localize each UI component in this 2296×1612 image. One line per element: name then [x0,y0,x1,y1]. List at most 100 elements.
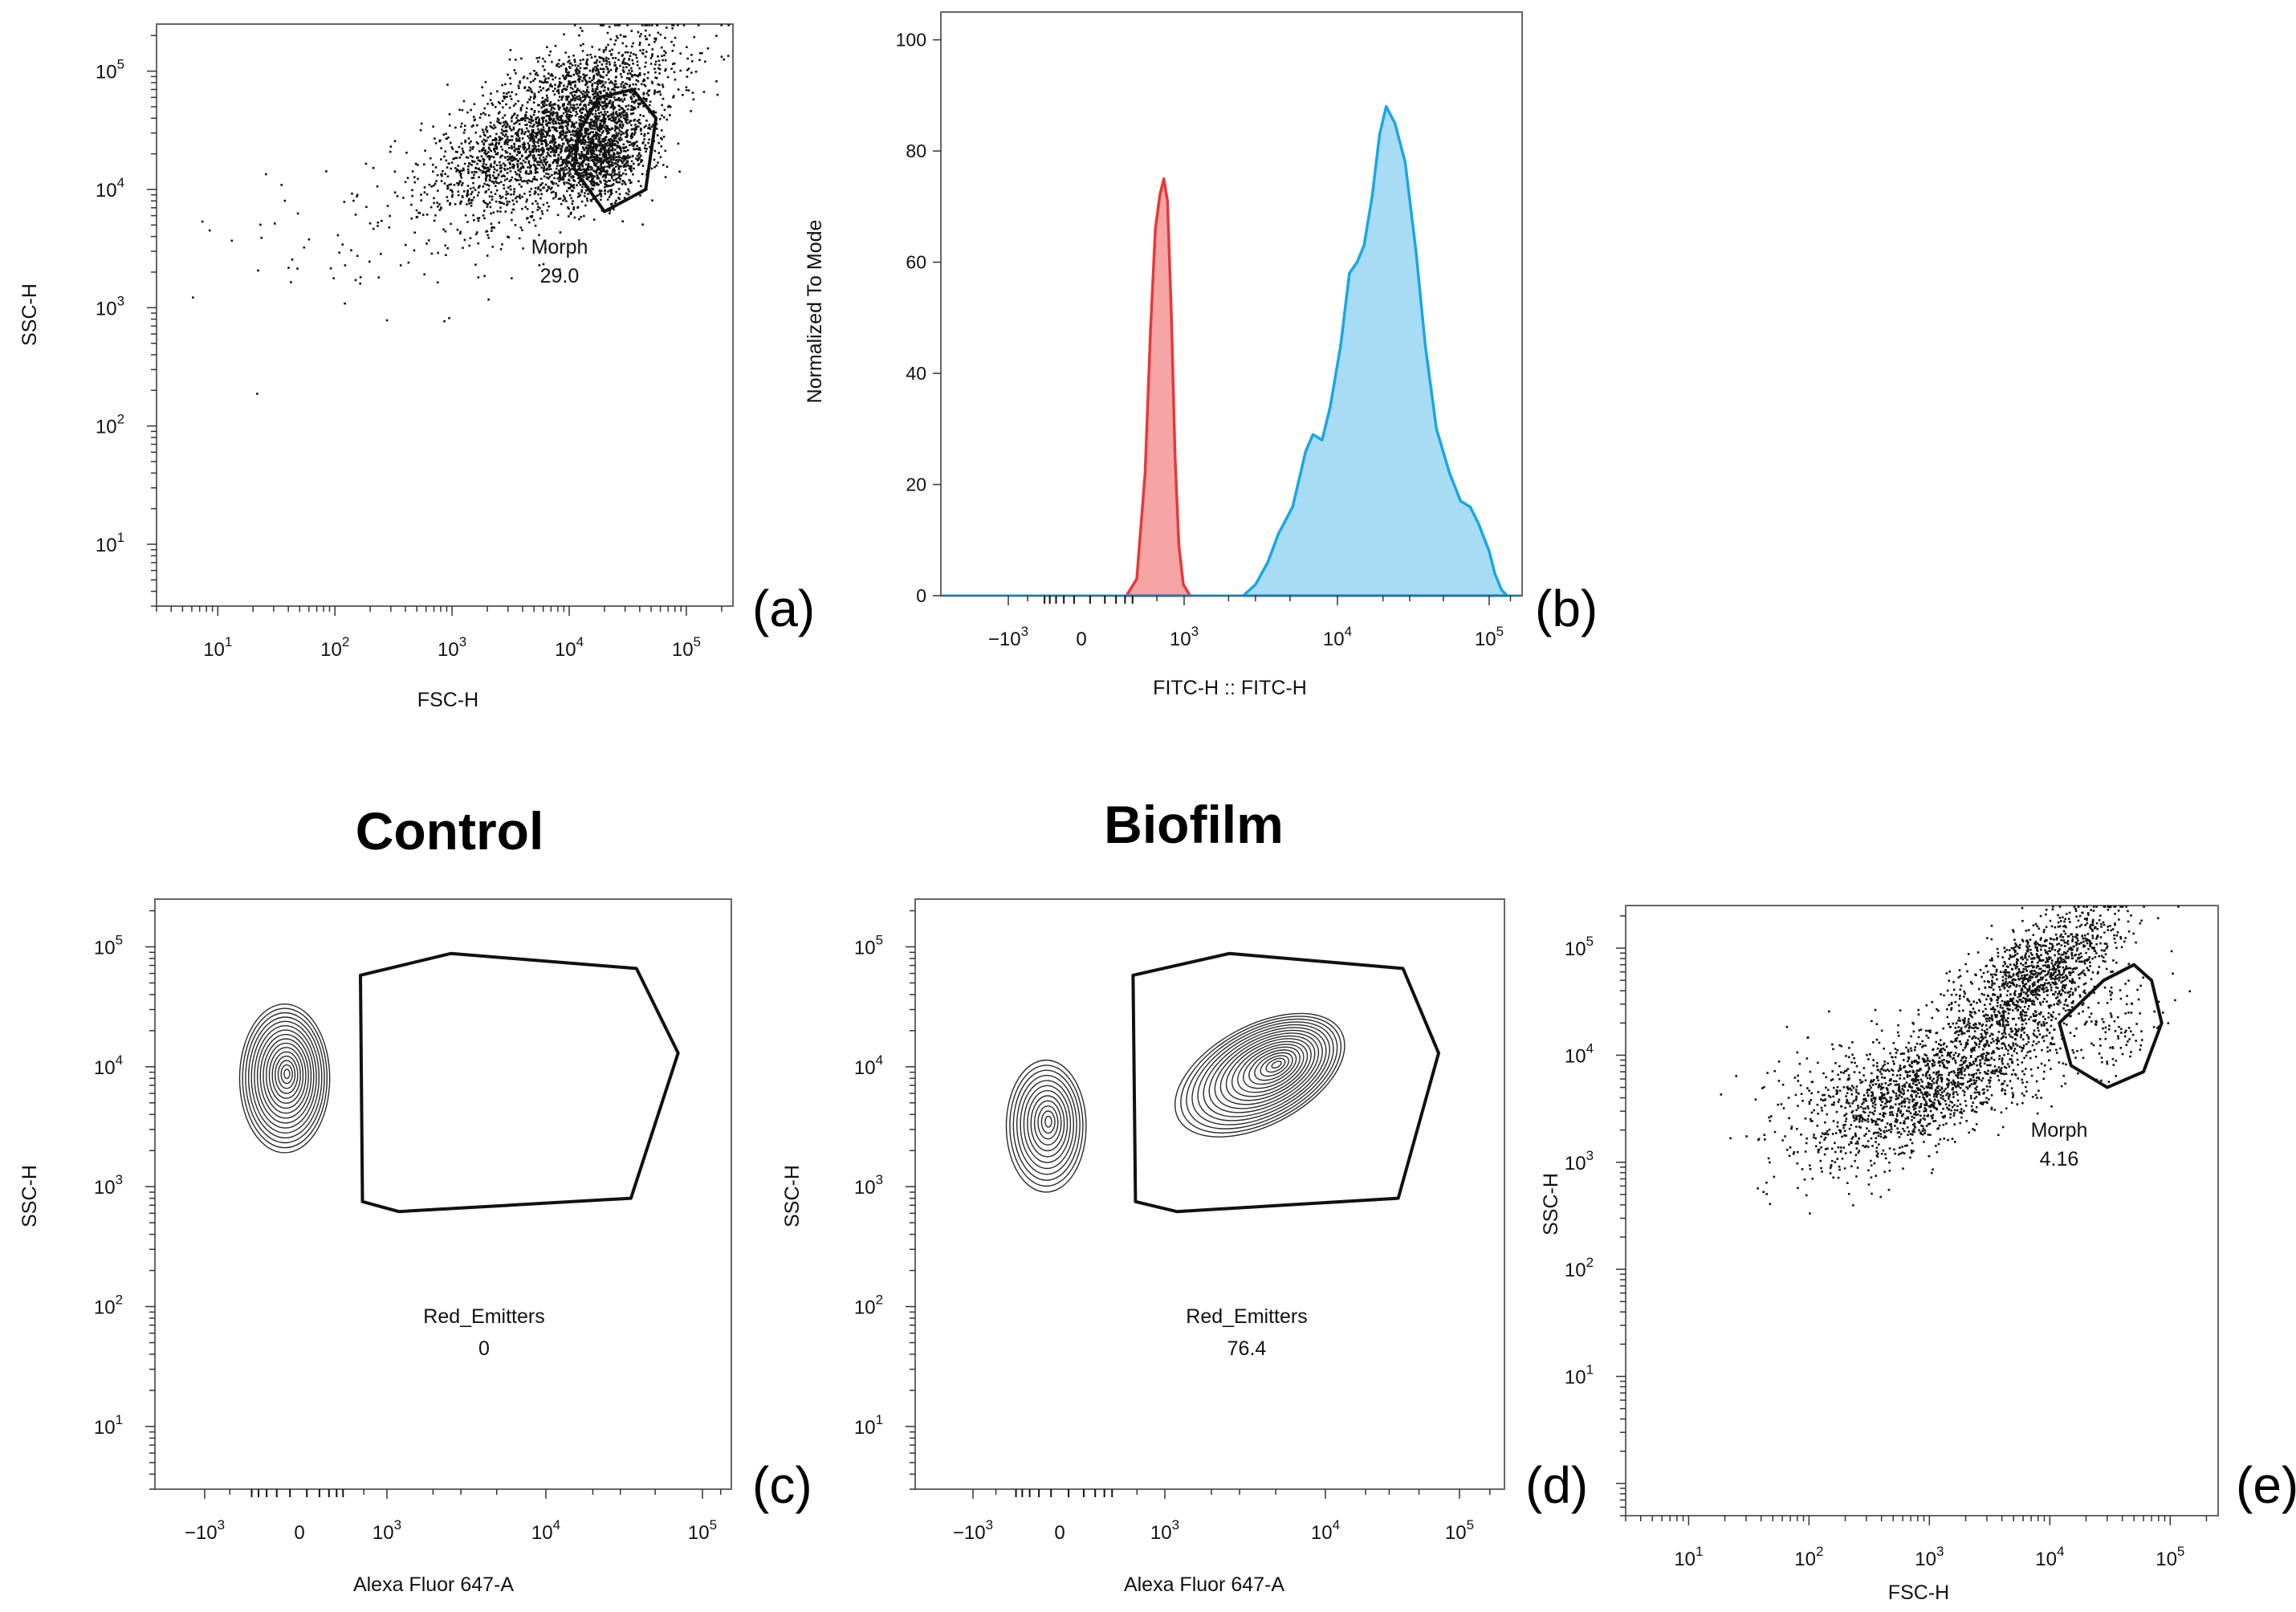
event-point [389,150,392,153]
event-point [485,230,487,233]
event-point [473,173,475,177]
event-point [584,96,588,98]
event-point [625,105,628,108]
event-point [476,194,479,197]
event-point [584,83,587,87]
event-point [470,171,474,173]
event-point [368,260,371,263]
event-point [570,75,572,78]
event-point [495,189,499,192]
event-point [573,149,576,151]
event-point [589,131,592,133]
event-point [524,157,527,160]
event-point [573,147,576,150]
event-point [515,179,518,181]
event-point [2072,999,2074,1003]
event-point [463,162,466,165]
event-point [571,88,574,90]
event-point [496,117,499,120]
event-point [1928,1093,1931,1097]
event-point [664,59,667,62]
event-point [644,55,647,58]
event-point [584,74,586,77]
event-point [458,145,461,149]
event-point [1830,1165,1833,1167]
event-point [565,146,568,149]
event-point [1974,1087,1976,1089]
event-point [604,147,607,149]
event-point [489,121,492,124]
event-point [1931,1171,1933,1174]
event-point [617,166,621,169]
event-point [1897,1034,1900,1037]
event-point [432,163,434,166]
event-point [617,141,619,144]
event-point [515,195,519,198]
event-point [503,97,506,100]
panel-d-plot-frame [914,898,1505,1490]
event-point [526,157,528,161]
event-point [601,161,605,165]
event-point [617,98,619,100]
event-point [1848,1047,1850,1049]
panel-a-y-tick-label: 103 [96,293,124,320]
event-point [535,170,537,173]
event-point [527,154,531,157]
panel-c-x-tick-label: −103 [185,1517,225,1544]
contour-line [1033,1100,1062,1146]
event-point [533,70,535,72]
event-point [487,185,491,187]
event-point [2006,1024,2009,1027]
event-point [615,165,617,168]
event-point [1904,1117,1907,1120]
event-point [2033,1029,2036,1032]
event-point [562,132,565,135]
panel-a-gate-value: 29.0 [540,265,580,287]
event-point [634,148,637,150]
event-point [432,125,434,128]
event-point [568,167,570,169]
event-point [571,163,573,166]
event-point [1927,1134,1930,1136]
event-point [2001,1032,2004,1035]
event-point [557,63,560,65]
event-point [541,111,543,113]
event-point [503,124,506,126]
event-point [584,92,587,94]
event-point [619,147,622,150]
event-point [557,107,560,110]
event-point [491,104,495,106]
event-point [555,193,557,197]
event-point [592,69,594,71]
event-point [617,168,621,170]
event-point [545,155,548,158]
event-point [566,149,569,153]
event-point [592,131,594,133]
event-point [609,145,612,148]
panel-a-letter: (a) [752,580,815,637]
event-point [1967,1020,1970,1023]
event-point [633,129,637,132]
event-point [1769,1203,1772,1206]
event-point [549,111,552,114]
event-point [602,24,605,26]
event-point [552,181,555,185]
event-point [1841,1135,1843,1138]
event-point [476,124,478,127]
event-point [567,72,569,75]
event-point [585,177,588,180]
event-point [548,205,550,208]
event-point [1981,1089,1985,1091]
event-point [1925,1034,1928,1037]
event-point [625,192,628,195]
event-point [2025,1001,2027,1004]
event-point [579,75,582,79]
event-point [1985,1036,1987,1039]
event-point [640,161,642,163]
event-point [574,64,577,67]
event-point [600,111,602,114]
event-point [573,216,576,219]
event-point [493,139,496,141]
event-point [564,163,568,165]
event-point [561,96,564,99]
